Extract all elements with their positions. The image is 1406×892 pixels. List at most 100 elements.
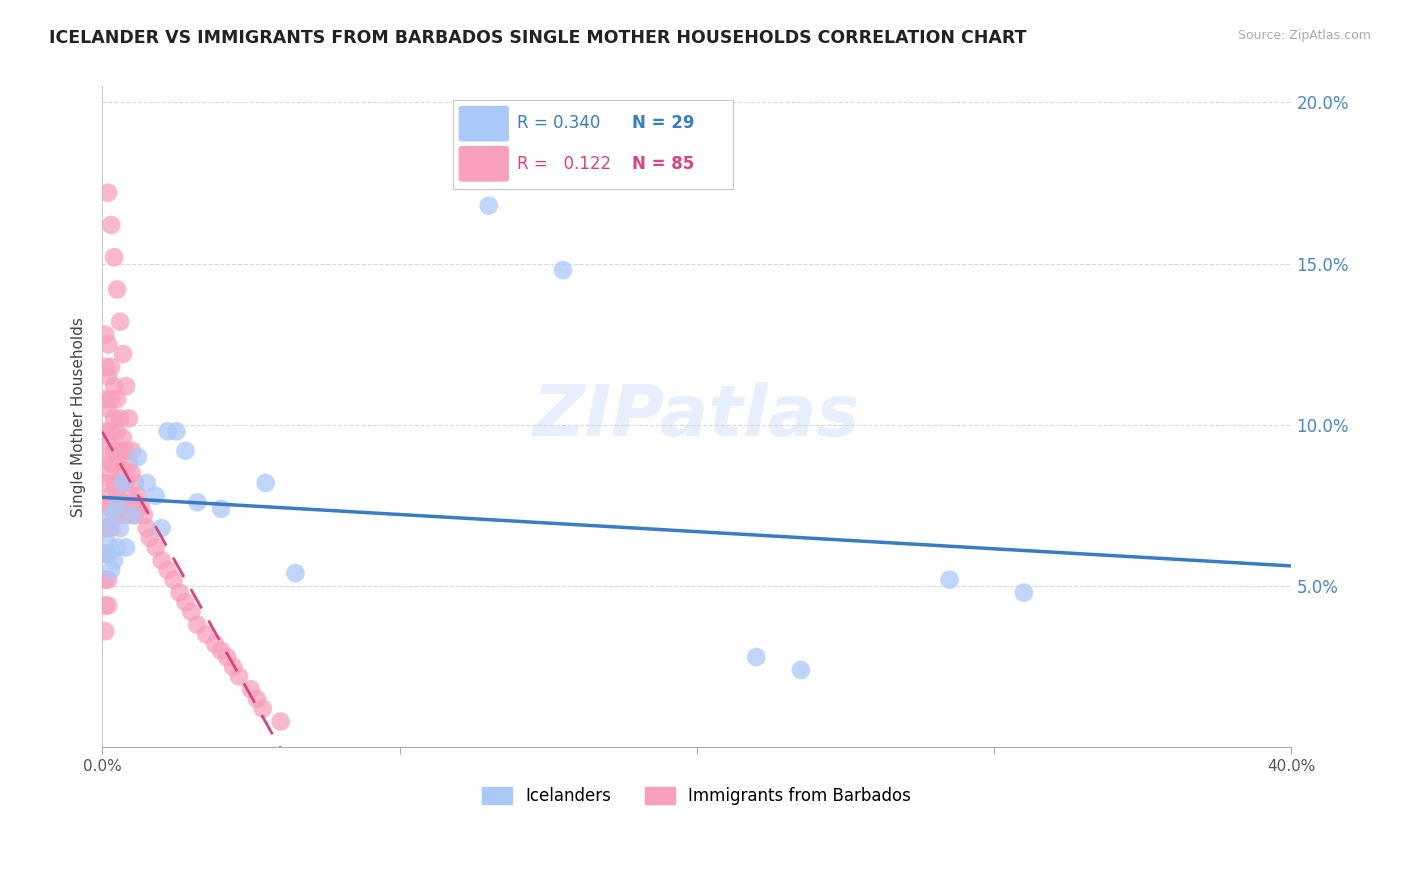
Point bbox=[121, 508, 143, 523]
Point bbox=[145, 541, 167, 555]
Point bbox=[94, 475, 117, 490]
Point bbox=[94, 425, 117, 439]
Point bbox=[150, 521, 173, 535]
Point bbox=[103, 250, 125, 264]
Point bbox=[254, 475, 277, 490]
Text: Source: ZipAtlas.com: Source: ZipAtlas.com bbox=[1237, 29, 1371, 43]
Point bbox=[105, 425, 128, 439]
Point bbox=[105, 283, 128, 297]
Point bbox=[145, 489, 167, 503]
Point bbox=[111, 495, 134, 509]
Point bbox=[97, 521, 120, 535]
Point bbox=[105, 489, 128, 503]
Point bbox=[103, 475, 125, 490]
Point bbox=[97, 573, 120, 587]
Point bbox=[94, 521, 117, 535]
Y-axis label: Single Mother Households: Single Mother Households bbox=[72, 317, 86, 516]
Point bbox=[127, 450, 149, 465]
Point bbox=[139, 531, 162, 545]
Point bbox=[94, 599, 117, 613]
Point bbox=[478, 199, 501, 213]
Point bbox=[94, 547, 117, 561]
Point bbox=[100, 563, 122, 577]
Point bbox=[100, 359, 122, 374]
Point bbox=[252, 701, 274, 715]
Point bbox=[209, 643, 232, 657]
Point bbox=[108, 508, 131, 523]
Point bbox=[103, 443, 125, 458]
Point bbox=[115, 379, 138, 393]
Point bbox=[938, 573, 960, 587]
Point bbox=[97, 599, 120, 613]
Point bbox=[108, 315, 131, 329]
Point bbox=[111, 431, 134, 445]
Point bbox=[103, 379, 125, 393]
Point bbox=[180, 605, 202, 619]
Point bbox=[97, 499, 120, 513]
Point bbox=[100, 521, 122, 535]
Point bbox=[97, 537, 120, 551]
Point bbox=[103, 553, 125, 567]
Point bbox=[100, 218, 122, 232]
Point bbox=[103, 508, 125, 523]
Point bbox=[204, 637, 226, 651]
Point bbox=[186, 495, 208, 509]
Point bbox=[115, 475, 138, 490]
Point bbox=[195, 627, 218, 641]
Point bbox=[94, 450, 117, 465]
Point bbox=[97, 369, 120, 384]
Point bbox=[94, 359, 117, 374]
Point bbox=[108, 443, 131, 458]
Point bbox=[111, 463, 134, 477]
Point bbox=[118, 411, 141, 425]
Point bbox=[97, 467, 120, 481]
Point bbox=[156, 563, 179, 577]
Point bbox=[1012, 585, 1035, 599]
Point bbox=[94, 624, 117, 639]
Point bbox=[97, 547, 120, 561]
Point bbox=[105, 392, 128, 406]
Point bbox=[94, 499, 117, 513]
Text: ICELANDER VS IMMIGRANTS FROM BARBADOS SINGLE MOTHER HOUSEHOLDS CORRELATION CHART: ICELANDER VS IMMIGRANTS FROM BARBADOS SI… bbox=[49, 29, 1026, 47]
Point bbox=[209, 501, 232, 516]
Point bbox=[186, 617, 208, 632]
Point bbox=[105, 457, 128, 471]
Point bbox=[166, 425, 188, 439]
Point bbox=[100, 425, 122, 439]
Point bbox=[169, 585, 191, 599]
Point bbox=[222, 659, 245, 673]
Point bbox=[111, 347, 134, 361]
Point bbox=[94, 573, 117, 587]
Point bbox=[97, 434, 120, 448]
Point bbox=[156, 425, 179, 439]
Point bbox=[100, 457, 122, 471]
Point bbox=[121, 499, 143, 513]
Point bbox=[132, 508, 155, 523]
Point bbox=[228, 669, 250, 683]
Point bbox=[97, 186, 120, 200]
Point bbox=[108, 475, 131, 490]
Point bbox=[124, 508, 146, 523]
Point bbox=[551, 263, 574, 277]
Point bbox=[103, 411, 125, 425]
Point bbox=[115, 443, 138, 458]
Point bbox=[111, 475, 134, 490]
Point bbox=[124, 475, 146, 490]
Point bbox=[115, 541, 138, 555]
Point bbox=[174, 595, 197, 609]
Point bbox=[270, 714, 292, 729]
Point bbox=[105, 499, 128, 513]
Point bbox=[127, 489, 149, 503]
Point bbox=[239, 682, 262, 697]
Point bbox=[246, 692, 269, 706]
Point bbox=[150, 553, 173, 567]
Legend: Icelanders, Immigrants from Barbados: Icelanders, Immigrants from Barbados bbox=[475, 780, 918, 812]
Point bbox=[94, 547, 117, 561]
Point bbox=[745, 650, 768, 665]
Point bbox=[121, 443, 143, 458]
Point bbox=[135, 475, 157, 490]
Point bbox=[100, 392, 122, 406]
Point bbox=[162, 573, 184, 587]
Point bbox=[284, 566, 307, 581]
Point bbox=[100, 508, 122, 523]
